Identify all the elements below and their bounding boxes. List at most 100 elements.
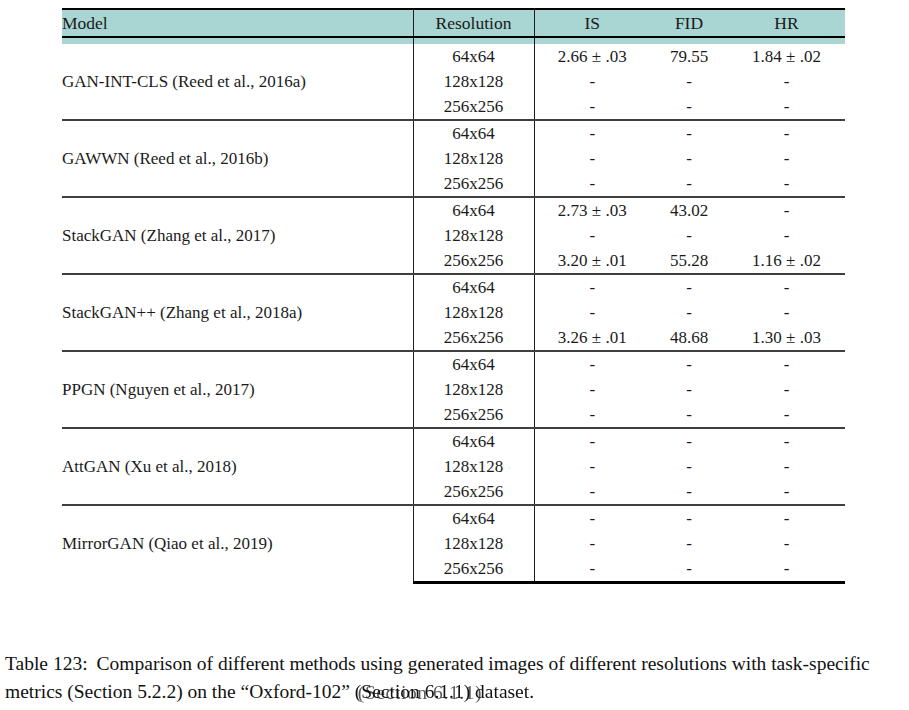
model-name-cell: AttGAN (Xu et al., 2018) (62, 428, 413, 505)
is-value-cell: 2.73 ± .03 (534, 197, 650, 223)
hr-value-cell: - (728, 146, 845, 171)
fid-value-cell: - (650, 171, 728, 197)
hr-value-cell: - (728, 223, 845, 248)
fid-value-cell: - (650, 531, 728, 556)
fid-value-cell: - (650, 479, 728, 505)
table-body: GAN-INT-CLS (Reed et al., 2016a)64x642.6… (62, 44, 845, 583)
table-caption: Table 123: Comparison of different method… (5, 650, 906, 706)
resolution-cell: 128x128 (413, 146, 534, 171)
resolution-cell: 64x64 (413, 197, 534, 223)
is-value-cell: - (534, 377, 650, 402)
caption-garbled-text: (Section 6.1.1) dataset.(Section 6.1.1) … (355, 678, 534, 706)
header-hr: HR (728, 9, 845, 37)
table-row: GAWWN (Reed et al., 2016b)64x64--- (62, 120, 845, 146)
hr-value-cell: - (728, 428, 845, 454)
table-row: AttGAN (Xu et al., 2018)64x64--- (62, 428, 845, 454)
resolution-cell: 64x64 (413, 120, 534, 146)
fid-value-cell: - (650, 94, 728, 120)
fid-value-cell: - (650, 223, 728, 248)
model-name-cell: PPGN (Nguyen et al., 2017) (62, 351, 413, 428)
is-value-cell: - (534, 300, 650, 325)
resolution-cell: 256x256 (413, 325, 534, 351)
is-value-cell: - (534, 69, 650, 94)
table-row: StackGAN++ (Zhang et al., 2018a)64x64--- (62, 274, 845, 300)
fid-value-cell: - (650, 69, 728, 94)
fid-value-cell: 79.55 (650, 44, 728, 69)
resolution-cell: 128x128 (413, 223, 534, 248)
hr-value-cell: - (728, 531, 845, 556)
header-row: Model Resolution IS FID HR (62, 9, 845, 37)
is-value-cell: - (534, 505, 650, 531)
resolution-cell: 128x128 (413, 300, 534, 325)
header-resolution: Resolution (413, 9, 534, 37)
is-value-cell: - (534, 171, 650, 197)
fid-value-cell: 48.68 (650, 325, 728, 351)
fid-value-cell: 55.28 (650, 248, 728, 274)
table-header: Model Resolution IS FID HR (62, 9, 845, 44)
hr-value-cell: - (728, 556, 845, 583)
caption-label: Table 123: (5, 653, 88, 674)
is-value-cell: - (534, 146, 650, 171)
hr-value-cell: - (728, 351, 845, 377)
hr-value-cell: - (728, 300, 845, 325)
paper-page: Model Resolution IS FID HR GAN-INT-CLS (… (0, 0, 909, 710)
resolution-cell: 256x256 (413, 556, 534, 583)
results-table: Model Resolution IS FID HR GAN-INT-CLS (… (62, 8, 845, 584)
model-name-cell: StackGAN++ (Zhang et al., 2018a) (62, 274, 413, 351)
resolution-cell: 256x256 (413, 171, 534, 197)
fid-value-cell: - (650, 454, 728, 479)
fid-value-cell: - (650, 300, 728, 325)
is-value-cell: - (534, 479, 650, 505)
resolution-cell: 64x64 (413, 274, 534, 300)
is-value-cell: - (534, 94, 650, 120)
resolution-cell: 64x64 (413, 428, 534, 454)
fid-value-cell: - (650, 377, 728, 402)
hr-value-cell: - (728, 94, 845, 120)
model-name-cell: GAWWN (Reed et al., 2016b) (62, 120, 413, 197)
is-value-cell: 2.66 ± .03 (534, 44, 650, 69)
hr-value-cell: - (728, 171, 845, 197)
hr-value-cell: 1.30 ± .03 (728, 325, 845, 351)
is-value-cell: - (534, 531, 650, 556)
is-value-cell: - (534, 120, 650, 146)
resolution-cell: 256x256 (413, 94, 534, 120)
fid-value-cell: - (650, 556, 728, 583)
hr-value-cell: - (728, 505, 845, 531)
model-name-cell: GAN-INT-CLS (Reed et al., 2016a) (62, 44, 413, 120)
fid-value-cell: - (650, 351, 728, 377)
fid-value-cell: - (650, 146, 728, 171)
hr-value-cell: - (728, 197, 845, 223)
table-row: MirrorGAN (Qiao et al., 2019)64x64--- (62, 505, 845, 531)
model-name-cell: StackGAN (Zhang et al., 2017) (62, 197, 413, 274)
hr-value-cell: - (728, 377, 845, 402)
is-value-cell: - (534, 223, 650, 248)
fid-value-cell: - (650, 505, 728, 531)
is-value-cell: - (534, 428, 650, 454)
hr-value-cell: - (728, 120, 845, 146)
resolution-cell: 64x64 (413, 44, 534, 69)
resolution-cell: 64x64 (413, 351, 534, 377)
hr-value-cell: - (728, 479, 845, 505)
is-value-cell: - (534, 402, 650, 428)
resolution-cell: 128x128 (413, 377, 534, 402)
table-row: PPGN (Nguyen et al., 2017)64x64--- (62, 351, 845, 377)
caption-line1-text: Comparison of different methods using ge… (97, 653, 727, 674)
resolution-cell: 256x256 (413, 479, 534, 505)
fid-value-cell: 43.02 (650, 197, 728, 223)
resolution-cell: 128x128 (413, 69, 534, 94)
resolution-cell: 256x256 (413, 248, 534, 274)
fid-value-cell: - (650, 402, 728, 428)
hr-value-cell: 1.84 ± .02 (728, 44, 845, 69)
table-row: StackGAN (Zhang et al., 2017)64x642.73 ±… (62, 197, 845, 223)
resolution-cell: 64x64 (413, 505, 534, 531)
hr-value-cell: - (728, 402, 845, 428)
fid-value-cell: - (650, 274, 728, 300)
resolution-cell: 128x128 (413, 531, 534, 556)
header-spacer-row (62, 37, 845, 44)
header-model: Model (62, 9, 413, 37)
is-value-cell: - (534, 274, 650, 300)
is-value-cell: 3.26 ± .01 (534, 325, 650, 351)
resolution-cell: 128x128 (413, 454, 534, 479)
header-fid: FID (650, 9, 728, 37)
is-value-cell: 3.20 ± .01 (534, 248, 650, 274)
